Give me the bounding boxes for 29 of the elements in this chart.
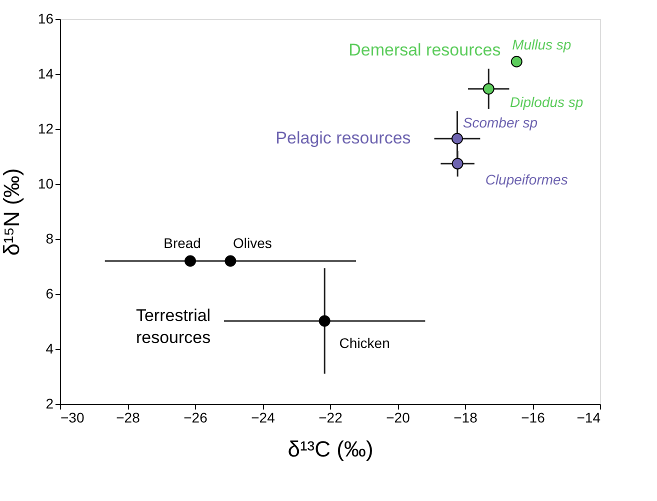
annotation: Diplodus sp xyxy=(510,94,584,110)
annotation: Bread xyxy=(164,235,201,251)
y-tick-label: 4 xyxy=(46,340,54,356)
annotation: Mullus sp xyxy=(512,36,572,53)
x-tick-label: −24 xyxy=(251,410,276,426)
x-tick-label: −14 xyxy=(576,410,601,426)
y-tick-label: 6 xyxy=(46,286,54,302)
annotation: Chicken xyxy=(339,334,390,351)
y-tick-label: 2 xyxy=(46,396,54,412)
y-tick-label: 16 xyxy=(38,10,54,26)
y-tick-label: 8 xyxy=(46,230,54,246)
text: Terrestrial resources xyxy=(136,306,211,347)
y-tick-label: 14 xyxy=(38,66,54,82)
x-axis-title: δ¹³C (‰) xyxy=(288,436,374,462)
annotation: Olives xyxy=(232,235,272,251)
x-tick-label: −30 xyxy=(60,410,84,426)
y-axis-title: δ¹⁵N (‰) xyxy=(0,168,24,256)
text: Pelagic resources xyxy=(276,128,411,148)
x-tick-label: −18 xyxy=(454,410,478,426)
x-tick-label: −22 xyxy=(318,410,343,426)
y-tick-label: 10 xyxy=(38,176,54,192)
x-tick-label: −28 xyxy=(116,410,140,426)
y-tick-label: 12 xyxy=(38,120,54,136)
annotation: Scomber sp xyxy=(462,114,538,131)
x-tick-label: −16 xyxy=(521,410,546,426)
x-tick-label: −26 xyxy=(184,410,208,426)
x-tick-label: −20 xyxy=(386,410,410,426)
annotation: Clupeiformes xyxy=(485,172,568,188)
series-label: Demersal resources xyxy=(348,40,501,60)
